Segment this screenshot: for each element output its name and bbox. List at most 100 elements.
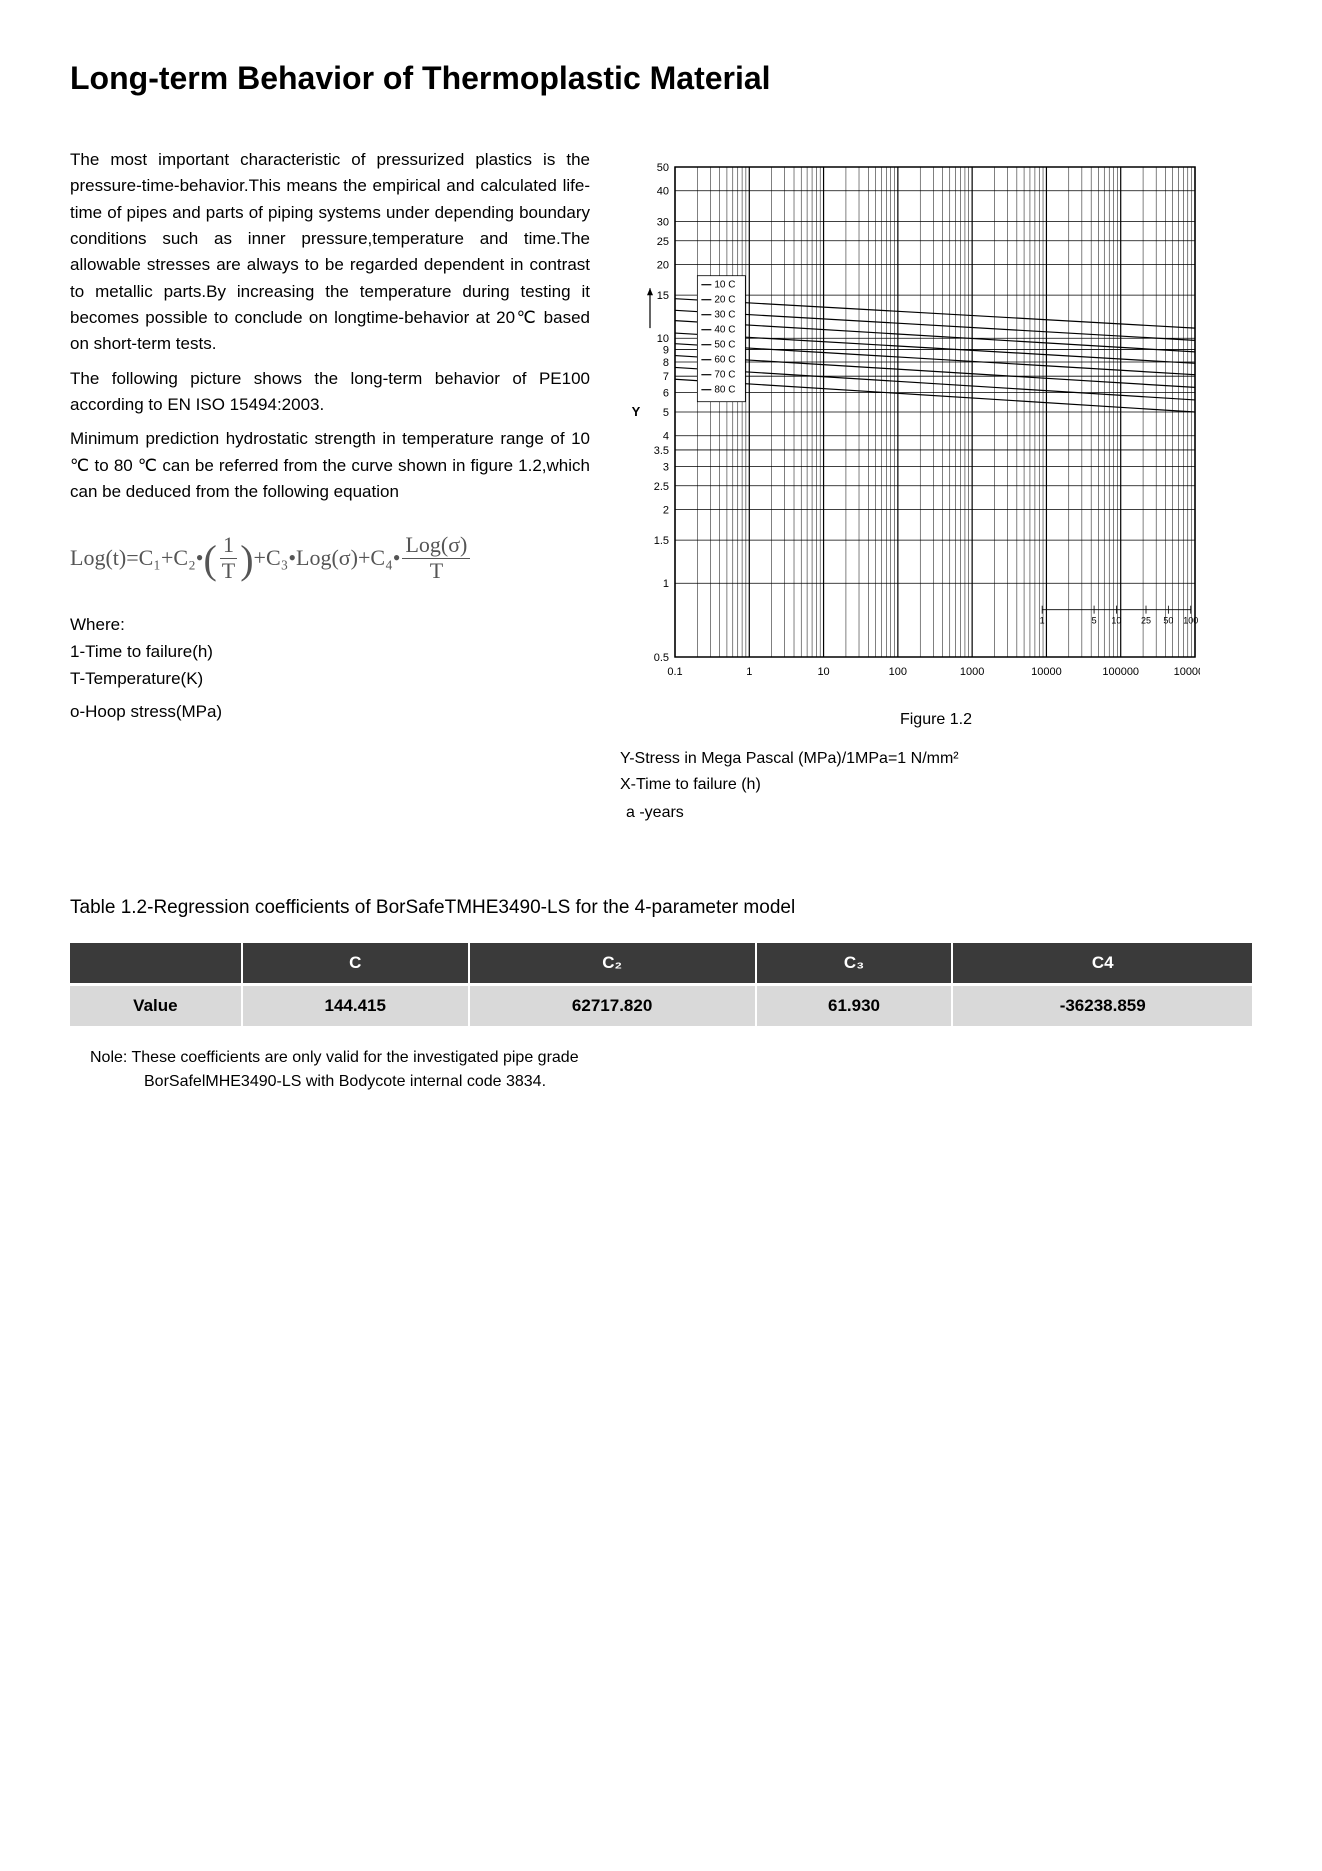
eq-paren-r: ) (240, 546, 253, 574)
svg-text:10: 10 (817, 666, 829, 678)
svg-text:100: 100 (1183, 616, 1198, 626)
svg-text:1000000: 1000000 (1174, 666, 1200, 678)
equation: Log(t) = C₁ + C₂ • ( 1 T ) + C₃ • Log(σ)… (70, 533, 590, 582)
table-note: Nole: These coefficients are only valid … (70, 1046, 1252, 1094)
coefficients-table: C C₂ C₃ C4 Value 144.415 62717.820 61.93… (70, 943, 1252, 1026)
axis-description: Y-Stress in Mega Pascal (MPa)/1MPa=1 N/m… (620, 747, 1252, 825)
svg-text:5: 5 (1092, 616, 1097, 626)
eq-frac2-den: T (427, 559, 446, 583)
svg-text:50: 50 (1163, 616, 1173, 626)
svg-text:1: 1 (746, 666, 752, 678)
svg-text:20: 20 (657, 259, 669, 271)
eq-plus3: + (358, 545, 370, 571)
text-column: The most important characteristic of pre… (70, 147, 590, 726)
figure-caption: Figure 1.2 (620, 711, 1252, 729)
td-v1: 62717.820 (470, 983, 757, 1026)
where-l2: T-Temperature(K) (70, 665, 590, 692)
svg-text:30: 30 (657, 216, 669, 228)
axis-x-desc: X-Time to failure (h) (620, 773, 1252, 797)
chart-figure: 0.1 1 10 100 1000 10000 100000 1000000 0.5 1 1.5 2 2… (620, 147, 1200, 707)
table-header-row: C C₂ C₃ C4 (70, 943, 1252, 983)
page-title: Long-term Behavior of Thermoplastic Mate… (70, 60, 1252, 97)
svg-text:10000: 10000 (1031, 666, 1062, 678)
eq-plus2: + (254, 545, 266, 571)
eq-eq: = (126, 545, 138, 571)
th-blank (70, 943, 243, 983)
svg-text:1.5: 1.5 (654, 535, 669, 547)
th-c4: C4 (953, 943, 1252, 983)
td-v0: 144.415 (243, 983, 470, 1026)
svg-text:4: 4 (663, 431, 669, 443)
svg-text:10 C: 10 C (714, 280, 735, 291)
chart-svg: 0.1 1 10 100 1000 10000 100000 1000000 0.5 1 1.5 2 2… (620, 147, 1200, 707)
paragraph-1: The most important characteristic of pre… (70, 147, 590, 358)
axis-a-desc: a -years (620, 801, 1252, 825)
svg-text:100: 100 (889, 666, 907, 678)
svg-text:2: 2 (663, 504, 669, 516)
svg-text:50 C: 50 C (714, 340, 735, 351)
eq-frac2: Log(σ) T (402, 533, 470, 582)
eq-logsig: Log(σ) (296, 545, 358, 571)
svg-text:60 C: 60 C (714, 355, 735, 366)
svg-text:10: 10 (657, 333, 669, 345)
td-v3: -36238.859 (953, 983, 1252, 1026)
svg-text:9: 9 (663, 344, 669, 356)
svg-text:8: 8 (663, 357, 669, 369)
th-c3: C₃ (757, 943, 954, 983)
svg-text:15: 15 (657, 290, 669, 302)
eq-plus1: + (161, 545, 173, 571)
svg-text:1000: 1000 (960, 666, 984, 678)
eq-frac1-den: T (219, 559, 238, 583)
eq-c4: C₄ (370, 545, 392, 571)
note-l2: BorSafelMHE3490-LS with Bodycote interna… (90, 1070, 1252, 1094)
chart-column: 0.1 1 10 100 1000 10000 100000 1000000 0.5 1 1.5 2 2… (620, 147, 1252, 827)
td-label: Value (70, 983, 243, 1026)
eq-dot2: • (288, 545, 296, 571)
svg-text:50: 50 (657, 162, 669, 174)
svg-text:0.1: 0.1 (667, 666, 682, 678)
eq-frac1: 1 T (219, 533, 238, 582)
eq-dot3: • (393, 545, 401, 571)
eq-frac1-num: 1 (220, 533, 237, 558)
svg-text:30 C: 30 C (714, 310, 735, 321)
note-l1: Nole: These coefficients are only valid … (90, 1046, 1252, 1070)
th-c: C (243, 943, 470, 983)
svg-text:1: 1 (663, 578, 669, 590)
svg-text:25: 25 (657, 236, 669, 248)
eq-paren-l: ( (203, 546, 216, 574)
table-section: Table 1.2-Regression coefficients of Bor… (70, 897, 1252, 1094)
svg-text:2.5: 2.5 (654, 481, 669, 493)
eq-frac2-num: Log(σ) (402, 533, 470, 558)
svg-text:100000: 100000 (1102, 666, 1139, 678)
eq-c1: C₁ (139, 545, 161, 571)
where-heading: Where: (70, 611, 590, 638)
svg-text:80 C: 80 C (714, 385, 735, 396)
where-l3: o-Hoop stress(MPa) (70, 698, 590, 725)
where-block: Where: 1-Time to failure(h) T-Temperatur… (70, 611, 590, 726)
svg-text:25: 25 (1141, 616, 1151, 626)
paragraph-2: The following picture shows the long-ter… (70, 366, 590, 419)
svg-text:0.5: 0.5 (654, 652, 669, 664)
th-c2: C₂ (470, 943, 757, 983)
svg-text:3: 3 (663, 461, 669, 473)
svg-text:10: 10 (1111, 616, 1121, 626)
eq-c3: C₃ (266, 545, 288, 571)
svg-text:5: 5 (663, 407, 669, 419)
svg-text:7: 7 (663, 371, 669, 383)
eq-lhs: Log(t) (70, 545, 126, 571)
eq-c2: C₂ (173, 545, 195, 571)
content-columns: The most important characteristic of pre… (70, 147, 1252, 827)
svg-text:Y: Y (632, 404, 641, 419)
td-v2: 61.930 (757, 983, 954, 1026)
svg-text:6: 6 (663, 388, 669, 400)
svg-text:1: 1 (1040, 616, 1045, 626)
axis-y-desc: Y-Stress in Mega Pascal (MPa)/1MPa=1 N/m… (620, 747, 1252, 771)
table-row: Value 144.415 62717.820 61.930 -36238.85… (70, 983, 1252, 1026)
paragraph-3: Minimum prediction hydrostatic strength … (70, 426, 590, 505)
svg-text:70 C: 70 C (714, 370, 735, 381)
svg-text:40 C: 40 C (714, 325, 735, 336)
where-l1: 1-Time to failure(h) (70, 638, 590, 665)
svg-text:3.5: 3.5 (654, 445, 669, 457)
table-title: Table 1.2-Regression coefficients of Bor… (70, 897, 1252, 919)
eq-dot1: • (196, 545, 204, 571)
